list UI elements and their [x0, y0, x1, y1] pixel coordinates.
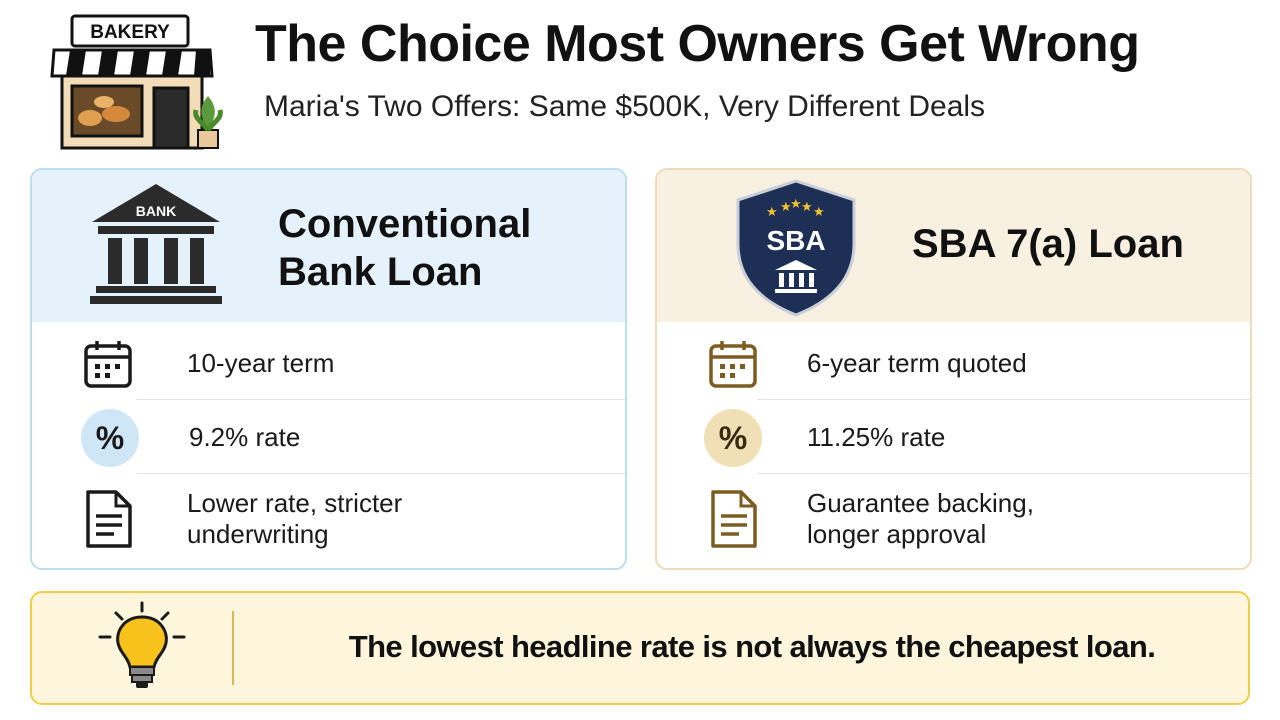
- icon-shape: ★: [780, 199, 792, 214]
- callout-text: The lowest headline rate is not always t…: [348, 629, 1156, 664]
- icon-shape: [116, 615, 168, 669]
- icon-shape: [95, 364, 120, 378]
- icon-shape: [78, 110, 102, 126]
- icon-shape: [799, 273, 804, 287]
- sba-loan-card: ★ ★ ★ ★ ★ SBA SBA 7(a) Loan 6-year term quot…: [655, 168, 1252, 570]
- row-separator: [137, 399, 625, 400]
- icon-shape: [131, 674, 153, 683]
- row-separator: [757, 399, 1250, 400]
- icon-shape: [721, 514, 747, 536]
- icon-shape: [730, 364, 735, 369]
- icon-shape: [108, 238, 122, 284]
- bank-icon: BANK: [90, 184, 222, 304]
- icon-shape: [720, 364, 745, 378]
- icon-shape: [775, 289, 817, 293]
- icon-shape: [809, 273, 814, 287]
- icon-shape: ★: [813, 204, 825, 219]
- icon-shape: [789, 273, 794, 287]
- icon-shape: ★: [801, 199, 813, 214]
- document-icon: [86, 490, 132, 548]
- icon-shape: ★ ★★ ★ ★: [766, 196, 825, 219]
- bank-loan-card: BANK Conventional Bank Loan 10-year term…: [30, 168, 627, 570]
- calendar-icon: [709, 341, 757, 388]
- sba-shield-icon: ★ ★★ ★ ★ SBA: [736, 179, 856, 317]
- icon-shape: [134, 238, 148, 284]
- row-separator: [137, 473, 625, 474]
- icon-shape: [160, 611, 170, 621]
- icon-shape: [98, 226, 214, 234]
- icon-shape: ★: [790, 196, 802, 211]
- icon-shape: [201, 96, 215, 130]
- icon-shape: [730, 373, 735, 378]
- row-separator: [757, 473, 1250, 474]
- icon-shape: [86, 490, 132, 548]
- row-text: 9.2% rate: [189, 422, 301, 452]
- icon-shape: [720, 373, 725, 378]
- lightbulb-icon: [98, 601, 186, 688]
- icon-shape: [90, 296, 222, 304]
- icon-shape: [775, 273, 817, 293]
- card-title: Conventional Bank Loan: [278, 202, 532, 294]
- row-text: 10-year term: [187, 348, 335, 378]
- page-title: The Choice Most Owners Get Wrong: [255, 15, 1140, 73]
- icon-shape: [98, 601, 186, 639]
- icon-shape: [66, 50, 210, 76]
- icon-shape: [740, 364, 745, 369]
- icon-shape: [96, 514, 122, 536]
- icon-shape: [105, 373, 110, 378]
- document-icon: [711, 490, 757, 548]
- row-text: Guarantee backing, longer approval: [807, 488, 1034, 549]
- icon-shape: [102, 106, 130, 122]
- icon-shape: [94, 96, 114, 108]
- icon-shape: [736, 179, 856, 317]
- icon-shape: [197, 129, 219, 149]
- icon-shape: [704, 409, 762, 467]
- icon-shape: %: [96, 420, 124, 456]
- icon-shape: [152, 86, 190, 150]
- icon-shape: [115, 364, 120, 369]
- icon-shape: [136, 682, 148, 688]
- sba-icon-label: SBA: [766, 225, 825, 256]
- icon-shape: [779, 273, 784, 287]
- bakery-sign: BAKERY: [90, 22, 170, 43]
- icon-shape: [164, 238, 178, 284]
- icon-shape: [81, 409, 139, 467]
- bakery-icon: BAKERY: [50, 14, 223, 150]
- icon-shape: [709, 344, 757, 388]
- icon-shape: [129, 666, 155, 676]
- icon-shape: [190, 238, 204, 284]
- callout-box: The lowest headline rate is not always t…: [30, 591, 1250, 705]
- bank-icon-label: BANK: [136, 203, 176, 219]
- icon-shape: [114, 492, 130, 508]
- icon-shape: [114, 611, 124, 621]
- icon-shape: [84, 344, 132, 388]
- icon-shape: [105, 364, 110, 369]
- percent-icon: %: [81, 409, 139, 467]
- icon-shape: [193, 109, 223, 132]
- icon-shape: %: [719, 420, 747, 456]
- icon-shape: [95, 373, 100, 378]
- icon-shape: [711, 490, 757, 548]
- icon-shape: [92, 184, 220, 222]
- icon-shape: [70, 14, 190, 48]
- row-text: Lower rate, stricter underwriting: [187, 488, 403, 549]
- card-title: SBA 7(a) Loan: [912, 222, 1184, 266]
- percent-icon: %: [704, 409, 762, 467]
- icon-shape: [775, 260, 817, 270]
- row-text: 6-year term quoted: [807, 348, 1027, 378]
- calendar-icon: [84, 341, 132, 388]
- icon-shape: ★: [766, 204, 778, 219]
- row-text: 11.25% rate: [807, 422, 946, 452]
- icon-shape: [96, 286, 216, 293]
- icon-shape: [95, 364, 100, 369]
- callout-divider: [232, 611, 234, 685]
- icon-shape: [739, 492, 755, 508]
- page-subtitle: Maria's Two Offers: Same $500K, Very Dif…: [264, 90, 986, 123]
- icon-shape: [720, 364, 725, 369]
